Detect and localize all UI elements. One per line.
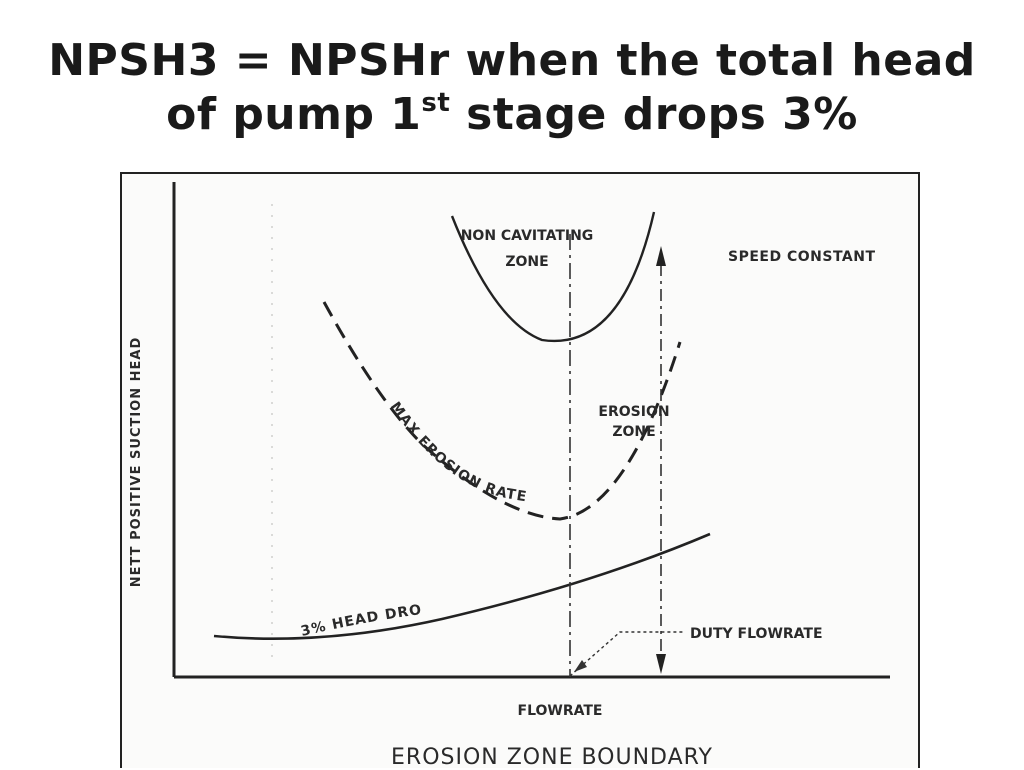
x-axis-label: FLOWRATE <box>518 703 603 719</box>
arrow-up-head <box>656 246 666 266</box>
erosion-zone-label-2: ZONE <box>612 424 655 440</box>
title-line-2-end: stage drops 3% <box>450 89 858 140</box>
head-drop-curve <box>213 532 711 640</box>
non-cavitating-label-1: NON CAVITATING <box>461 228 594 244</box>
non-cavitating-label-2: ZONE <box>505 254 548 270</box>
y-axis-label: NETT POSITIVE SUCTION HEAD <box>129 337 144 588</box>
non-cavitating-curve <box>450 211 656 343</box>
arrow-down-head <box>656 654 666 674</box>
duty-leader-arrowhead <box>574 660 587 672</box>
duty-leader-line <box>569 631 684 677</box>
title-line-2: of pump 1st stage drops 3% <box>0 88 1024 142</box>
slide-title: NPSH3 = NPSHr when the total head of pum… <box>0 34 1024 142</box>
head-drop-label-path: 3% HEAD DROP <box>122 174 422 640</box>
erosion-zone-figure: NON CAVITATING ZONE SPEED CONSTANT EROSI… <box>120 172 920 770</box>
figure-caption: EROSION ZONE BOUNDARY <box>391 745 713 770</box>
title-superscript: st <box>421 88 451 118</box>
head-drop-label: 3% HEAD DROP <box>122 174 423 640</box>
max-erosion-label: MAX EROSION RATE <box>387 399 529 505</box>
max-erosion-label-path: MAX EROSION RATE <box>387 399 528 505</box>
erosion-zone-label-1: EROSION <box>598 404 669 420</box>
title-line-2-start: of pump 1 <box>166 89 422 140</box>
diagram-canvas: NON CAVITATING ZONE SPEED CONSTANT EROSI… <box>122 174 890 770</box>
speed-constant-label: SPEED CONSTANT <box>728 249 876 265</box>
title-line-1: NPSH3 = NPSHr when the total head <box>48 35 976 86</box>
duty-flowrate-label: DUTY FLOWRATE <box>690 626 823 642</box>
max-erosion-curve <box>322 301 682 521</box>
